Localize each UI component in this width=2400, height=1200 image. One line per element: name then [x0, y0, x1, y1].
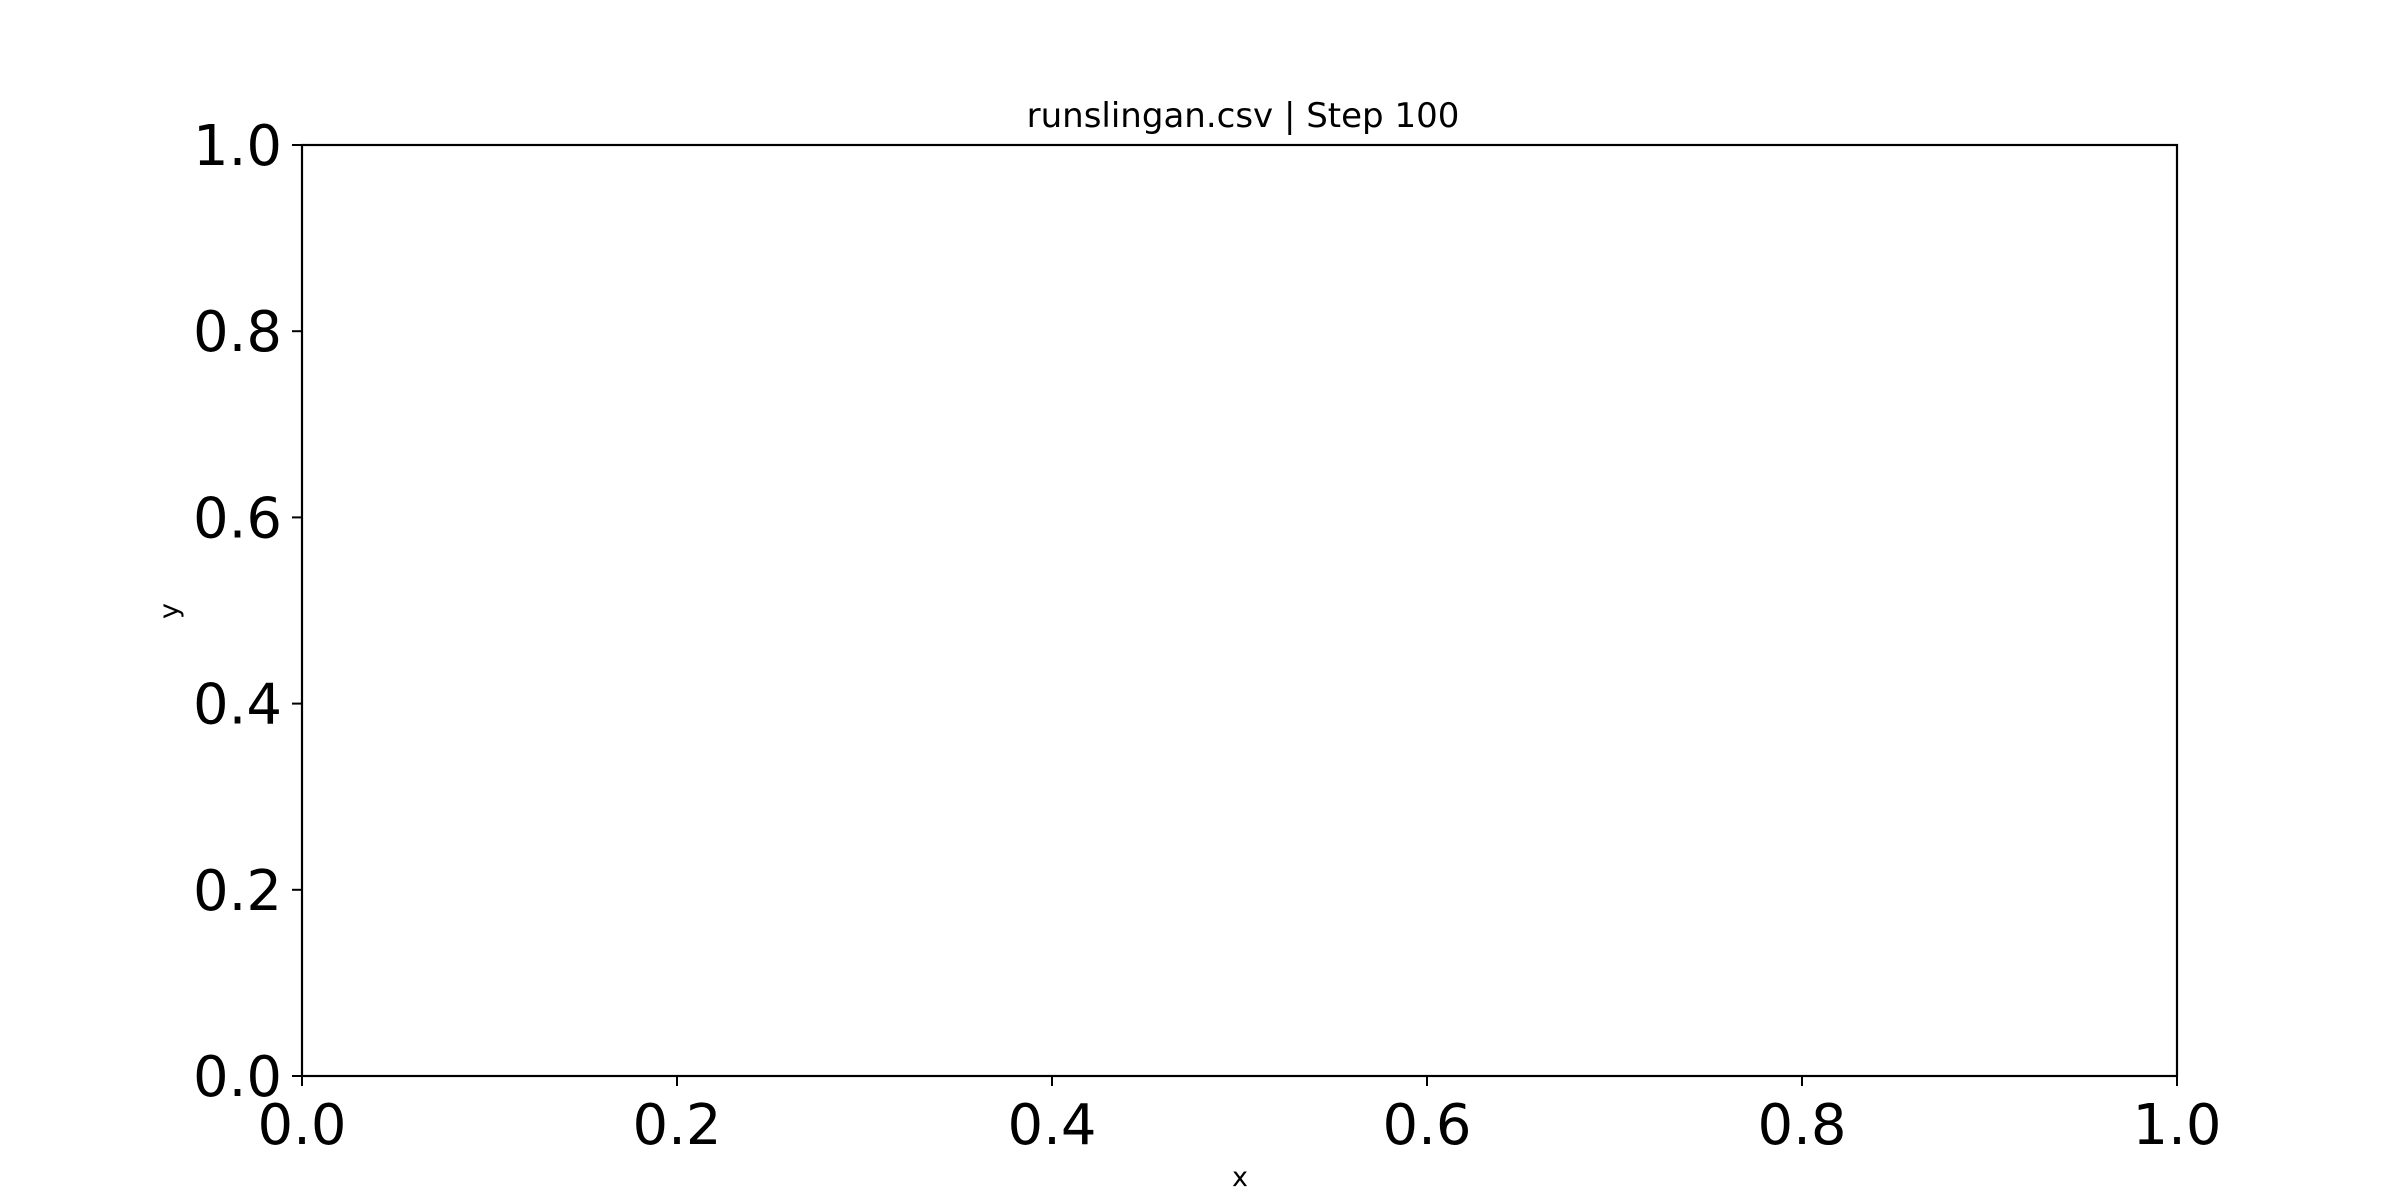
- y-tick-label: 1.0: [193, 114, 282, 179]
- x-tick-label: 1.0: [2132, 1093, 2221, 1158]
- x-tick-label: 0.4: [1007, 1093, 1096, 1158]
- y-axis-label: y: [154, 603, 185, 619]
- y-tick-label: 0.8: [193, 300, 282, 365]
- x-tick-label: 0.2: [632, 1093, 721, 1158]
- y-tick-label: 0.2: [193, 859, 282, 924]
- plot-area: [300, 143, 2179, 1078]
- x-axis: 0.0 0.2 0.4 0.6 0.8 1.0: [257, 1076, 2222, 1158]
- y-tick-label: 0.4: [193, 673, 282, 738]
- x-tick-label: 0.6: [1382, 1093, 1471, 1158]
- y-tick-label: 0.6: [193, 486, 282, 551]
- y-axis: 0.0 0.2 0.4 0.6 0.8 1.0: [193, 114, 302, 1110]
- y-tick-label: 0.0: [193, 1045, 282, 1110]
- chart-title: runslingan.csv | Step 100: [1027, 96, 1460, 136]
- x-tick-label: 0.0: [257, 1093, 346, 1158]
- x-tick-label: 0.8: [1757, 1093, 1846, 1158]
- x-axis-label: x: [1232, 1162, 1248, 1193]
